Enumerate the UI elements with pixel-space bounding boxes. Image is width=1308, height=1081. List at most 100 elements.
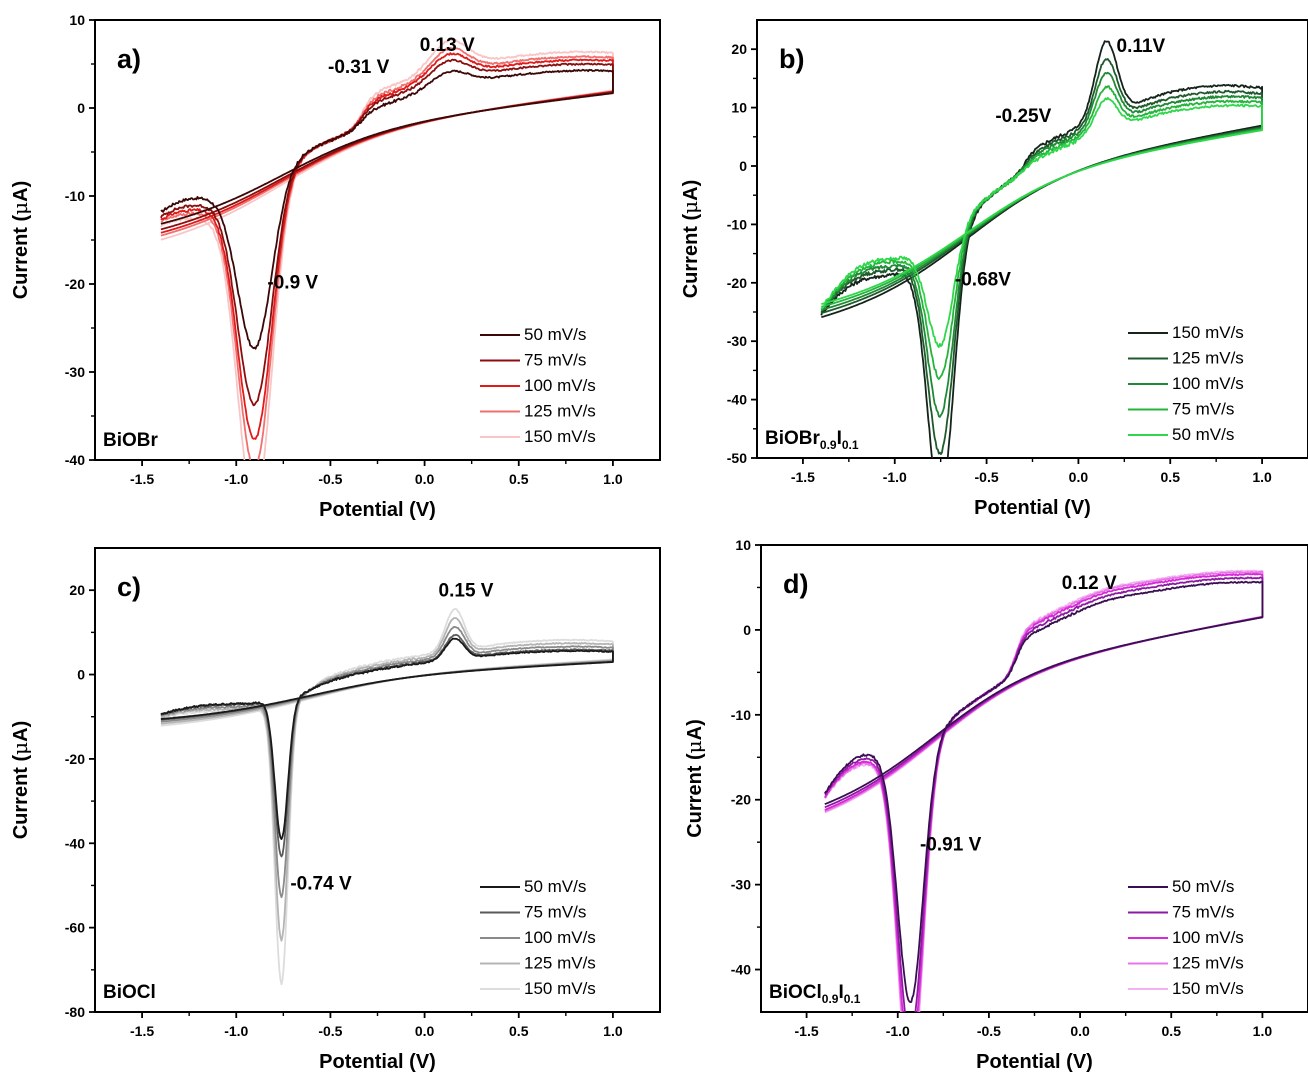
sample-label: BiOCl [103,982,156,1003]
legend-label: 100 mV/s [524,376,596,395]
y-tick-label: 0 [743,622,751,638]
y-axis-title: Current (μA) [8,721,32,840]
x-tick-label: 0.0 [1070,1023,1090,1039]
x-tick-label: -1.0 [886,1023,910,1039]
peak-annotation: -0.68V [955,270,1011,291]
x-axis-title: Potential (V) [319,499,436,521]
x-tick-label: 0.5 [509,471,529,487]
legend-label: 150 mV/s [524,979,596,998]
x-tick-label: 1.0 [1253,1023,1273,1039]
panel-label: a) [117,44,141,74]
y-tick-label: 0 [77,100,85,116]
x-tick-label: -1.0 [224,1023,248,1039]
x-tick-label: -1.5 [791,469,815,485]
legend-label: 150 mV/s [1172,323,1244,342]
y-tick-label: -20 [65,751,85,767]
y-tick-label: -20 [731,792,751,808]
y-tick-label: 10 [731,100,747,116]
x-axis-title: Potential (V) [976,1051,1093,1073]
x-tick-label: 1.0 [603,471,623,487]
x-tick-label: 0.5 [1162,1023,1182,1039]
y-tick-label: 10 [735,537,751,553]
legend-label: 100 mV/s [1172,374,1244,393]
x-tick-label: -1.5 [130,1023,154,1039]
chart-panel-a: -1.5 -1.0 -0.5 0.0 0.5 1.0 -40 -30 -20 -10 0 10 Pote… [8,12,660,521]
y-tick-label: -10 [65,188,85,204]
y-axis-title: Current (μA) [682,719,706,838]
x-axis-title: Potential (V) [974,497,1091,519]
y-tick-label: -60 [65,920,85,936]
legend: 50 mV/s 75 mV/s 100 mV/s 125 mV/s 150 mV/s [1128,877,1244,998]
legend-label: 150 mV/s [524,427,596,446]
legend-label: 75 mV/s [524,351,586,370]
legend-label: 50 mV/s [524,325,586,344]
y-tick-label: -30 [731,877,751,893]
y-tick-label: -10 [731,707,751,723]
y-tick-label: -40 [727,392,747,408]
legend-label: 75 mV/s [524,903,586,922]
y-tick-label: 0 [77,667,85,683]
y-tick-label: 10 [69,12,85,28]
y-tick-label: -30 [727,333,747,349]
y-axis-title: Current (μA) [8,181,32,300]
legend-label: 75 mV/s [1172,400,1234,419]
legend-label: 100 mV/s [524,928,596,947]
x-tick-label: -0.5 [975,469,999,485]
legend: 50 mV/s 75 mV/s 100 mV/s 125 mV/s 150 mV/s [480,877,596,998]
sample-label: BiOBr [103,430,159,451]
legend-label: 100 mV/s [1172,928,1244,947]
y-tick-label: -40 [65,452,85,468]
y-axis-title: Current (μA) [678,180,702,299]
x-tick-label: 1.0 [1252,469,1272,485]
y-tick-label: 20 [731,41,747,57]
x-tick-label: 1.0 [603,1023,623,1039]
peak-annotation: -0.31 V [328,57,390,78]
x-axis-title: Potential (V) [319,1051,436,1073]
x-tick-label: 0.5 [509,1023,529,1039]
series-line-50-mv-s [821,98,1262,347]
y-tick-label: -50 [727,450,747,466]
legend-label: 50 mV/s [1172,877,1234,896]
peak-annotation: 0.12 V [1062,573,1117,594]
legend-label: 75 mV/s [1172,903,1234,922]
y-tick-label: -40 [731,962,751,978]
peak-annotation: -0.91 V [920,835,982,856]
legend-label: 50 mV/s [524,877,586,896]
x-tick-label: -1.5 [130,471,154,487]
y-tick-label: -10 [727,216,747,232]
y-tick-label: -30 [65,364,85,380]
y-tick-label: 0 [739,158,747,174]
peak-annotation: -0.74 V [290,874,352,895]
x-tick-label: 0.0 [415,1023,435,1039]
panel-label: b) [779,44,804,74]
peak-annotation: -0.25V [995,106,1051,127]
legend: 50 mV/s 75 mV/s 100 mV/s 125 mV/s 150 mV/s [480,325,596,446]
peak-annotation: -0.9 V [267,272,318,293]
y-tick-label: -80 [65,1004,85,1020]
legend-label: 125 mV/s [524,402,596,421]
x-tick-label: -0.5 [977,1023,1001,1039]
series-line-50-mv-s [161,639,613,840]
x-tick-label: -0.5 [318,1023,342,1039]
curves [825,570,1263,1081]
sample-label: BiOCl0.9I0.1 [769,982,861,1006]
sample-label: BiOBr0.9I0.1 [765,428,859,452]
legend-label: 150 mV/s [1172,979,1244,998]
chart-panel-d: -1.5 -1.0 -0.5 0.0 0.5 1.0 -40 -30 -20 -10 0 10 Pote… [682,537,1308,1081]
peak-annotation: 0.15 V [439,581,494,602]
x-tick-label: 0.5 [1161,469,1181,485]
y-tick-label: -20 [65,276,85,292]
x-tick-label: -1.5 [795,1023,819,1039]
panel-label: c) [117,572,141,602]
y-tick-label: 20 [69,582,85,598]
legend-label: 125 mV/s [1172,349,1244,368]
peak-annotation: 0.13 V [420,35,475,56]
y-tick-label: -20 [727,275,747,291]
chart-panel-c: -1.5 -1.0 -0.5 0.0 0.5 1.0 -80 -60 -40 -20 0 20 Pote… [8,548,660,1073]
x-tick-label: 0.0 [415,471,435,487]
x-tick-label: -0.5 [318,471,342,487]
panel-label: d) [783,569,808,599]
legend-label: 50 mV/s [1172,425,1234,444]
y-tick-label: -40 [65,835,85,851]
